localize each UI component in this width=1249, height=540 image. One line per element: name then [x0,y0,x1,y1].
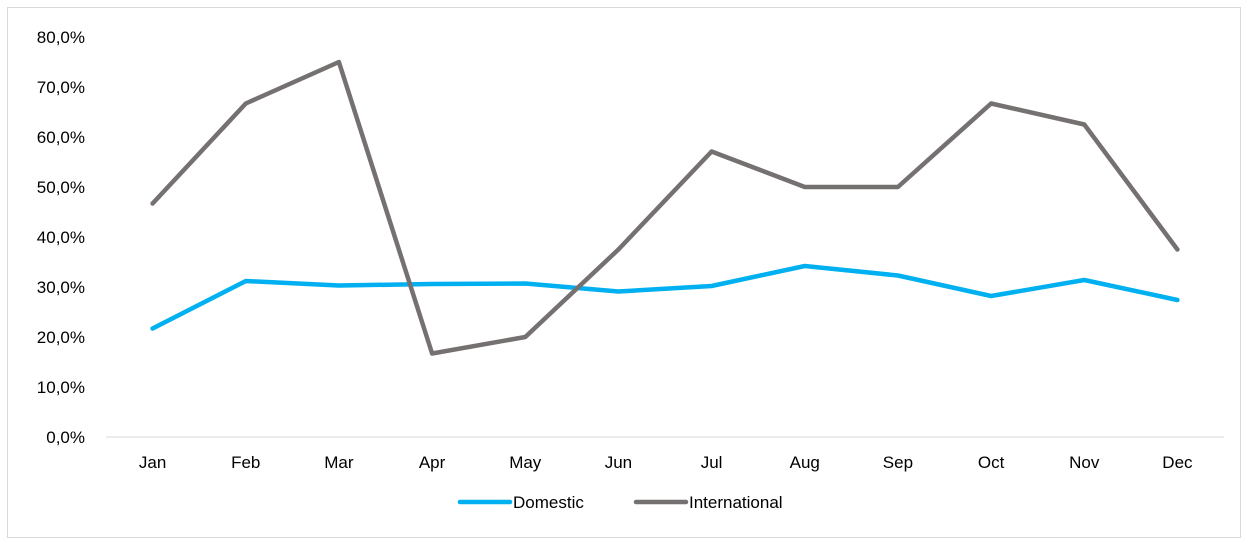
data-point-international [616,247,621,252]
series-layer [150,59,1180,356]
y-tick-label: 40,0% [37,228,85,247]
x-tick-label: Jan [139,453,166,472]
y-tick-label: 80,0% [37,28,85,47]
data-point-international [243,101,248,106]
data-point-domestic [895,273,900,278]
data-point-domestic [523,281,528,286]
data-point-international [709,149,714,154]
data-point-domestic [150,326,155,331]
x-tick-label: Apr [419,453,446,472]
y-axis: 0,0% 10,0% 20,0% 30,0% 40,0% 50,0% 60,0% 70,0% 8… [37,28,85,447]
x-axis: Jan Feb Mar Apr May Jun Jul Aug Sep Oct Nov Dec [106,436,1224,472]
data-point-international [430,351,435,356]
data-point-domestic [802,264,807,268]
legend: Domestic International [457,493,783,512]
x-tick-label: Feb [231,453,260,472]
y-tick-label: 10,0% [37,378,85,397]
series-line-international [150,59,1180,356]
line-chart: 0,0% 10,0% 20,0% 30,0% 40,0% 50,0% 60,0% 70,0% 8… [37,28,1224,512]
x-tick-label: Sep [883,453,913,472]
y-tick-label: 50,0% [37,178,85,197]
data-point-domestic [430,282,435,286]
x-tick-label: May [509,453,542,472]
data-point-domestic [616,289,621,294]
data-point-international [989,101,994,106]
y-tick-label: 0,0% [46,428,85,447]
data-point-international [336,60,341,64]
x-tick-label: Oct [978,453,1005,472]
data-point-international [523,335,528,339]
data-point-domestic [1082,278,1087,282]
x-tick-label: Mar [324,453,354,472]
data-point-domestic [709,284,714,288]
data-point-international [1175,247,1180,252]
data-point-international [1082,122,1087,127]
y-tick-label: 70,0% [37,78,85,97]
legend-label-international: International [689,493,783,512]
x-tick-label: Dec [1162,453,1193,472]
data-point-domestic [336,283,341,288]
y-tick-label: 20,0% [37,328,85,347]
data-point-domestic [989,294,994,298]
data-point-domestic [1175,298,1180,302]
x-tick-label: Aug [790,453,820,472]
x-tick-label: Jul [701,453,723,472]
chart-container: 0,0% 10,0% 20,0% 30,0% 40,0% 50,0% 60,0% 70,0% 8… [7,7,1241,538]
legend-label-domestic: Domestic [513,493,584,512]
data-point-international [895,185,900,189]
y-tick-label: 60,0% [37,128,85,147]
data-point-international [150,201,155,206]
series-line-domestic [150,263,1180,331]
y-tick-label: 30,0% [37,278,85,297]
data-point-domestic [243,279,248,283]
x-tick-label: Nov [1069,453,1100,472]
data-point-international [802,185,807,189]
x-tick-label: Jun [605,453,632,472]
